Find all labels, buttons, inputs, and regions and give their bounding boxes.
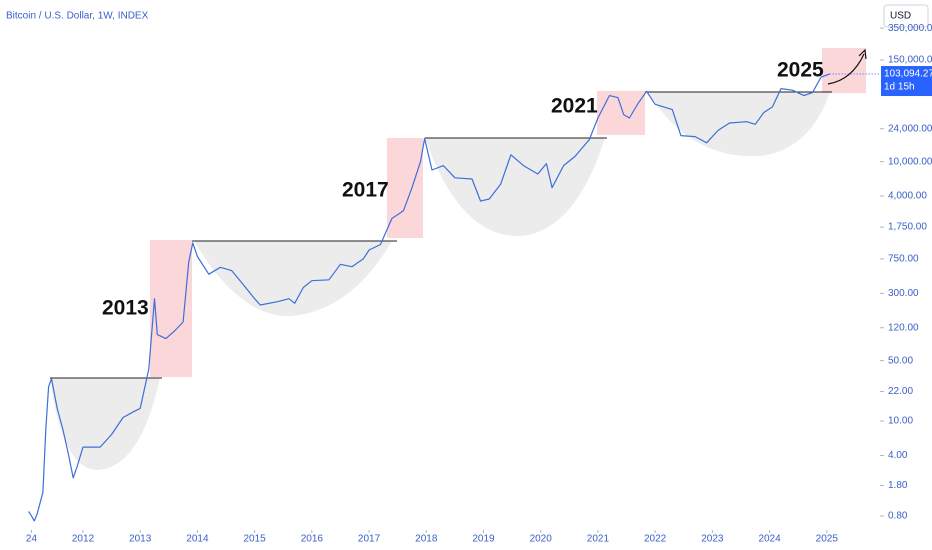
x-tick-label: 2020 — [530, 534, 553, 545]
x-tick-label: 2018 — [415, 534, 438, 545]
y-tick-label: 22.00 — [888, 386, 913, 397]
y-tick-label: 120.00 — [888, 322, 919, 333]
annotation: 2025 — [777, 59, 824, 82]
x-tick-label: 2012 — [72, 534, 95, 545]
arrow-head — [858, 48, 867, 60]
x-tick-label: 2025 — [816, 534, 839, 545]
cup — [425, 138, 605, 237]
x-tick-label: 2013 — [129, 534, 152, 545]
y-tick-label: 50.00 — [888, 355, 913, 366]
y-tick-label: 10.00 — [888, 416, 913, 427]
drawings — [50, 48, 867, 470]
countdown: 1d 15h — [884, 82, 915, 93]
y-tick-label: 1,750.00 — [888, 222, 927, 233]
arrow — [827, 53, 865, 85]
cup — [648, 92, 830, 157]
x-tick-label: 2014 — [186, 534, 209, 545]
price-label: 103,094.27 — [884, 69, 932, 80]
y-tick-label: 0.80 — [888, 511, 908, 522]
price-line — [28, 73, 830, 522]
zone — [150, 240, 192, 377]
zone — [387, 138, 423, 238]
y-tick-label: 300.00 — [888, 288, 919, 299]
annotation: 2021 — [551, 95, 598, 118]
x-tick-label: 2015 — [243, 534, 266, 545]
cup — [194, 241, 392, 317]
y-tick-label: 350,000.00 — [888, 23, 932, 34]
x-tick-label: 2024 — [758, 534, 781, 545]
chart-title: Bitcoin / U.S. Dollar, 1W, INDEX — [6, 11, 149, 22]
y-tick-label: 150,000.00 — [888, 55, 932, 66]
y-tick-label: 24,000.00 — [888, 123, 932, 134]
y-tick-label: 10,000.00 — [888, 156, 932, 167]
x-tick-label: 24 — [26, 534, 38, 545]
annotation: 2013 — [102, 297, 149, 320]
x-tick-label: 2021 — [587, 534, 610, 545]
currency[interactable]: USD — [890, 11, 911, 22]
x-tick-label: 2022 — [644, 534, 667, 545]
annotation: 2017 — [342, 179, 389, 202]
zone — [822, 48, 866, 93]
currency-box[interactable] — [883, 4, 929, 28]
x-tick-label: 2023 — [701, 534, 724, 545]
x-tick-label: 2016 — [301, 534, 324, 545]
y-tick-label: 1.80 — [888, 480, 908, 491]
price-label-box — [881, 66, 932, 97]
zone — [597, 91, 645, 135]
cup — [50, 378, 160, 470]
y-tick-label: 4.00 — [888, 450, 908, 461]
x-tick-label: 2019 — [472, 534, 495, 545]
y-tick-label: 750.00 — [888, 254, 919, 265]
x-tick-label: 2017 — [358, 534, 381, 545]
y-tick-label: 4,000.00 — [888, 191, 927, 202]
